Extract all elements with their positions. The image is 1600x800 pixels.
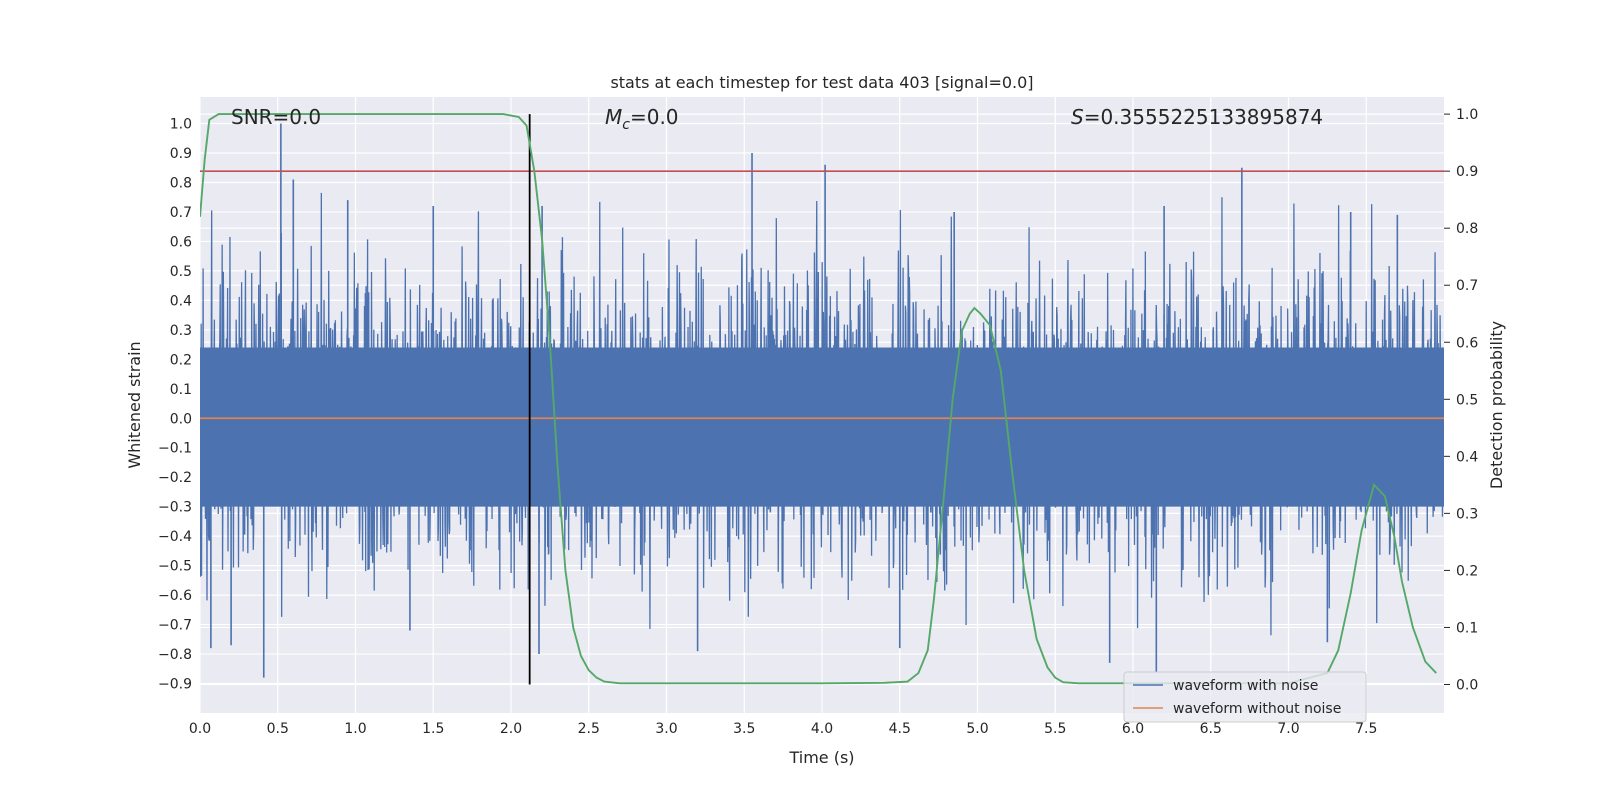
x-tick-label: 6.5 [1200,721,1222,737]
s-symbol: S [1071,105,1084,129]
mc-annotation: Mc=0.0 [605,105,679,133]
y-left-tick-label: −0.6 [158,588,192,604]
y-left-tick-label: 0.9 [170,146,192,162]
legend-label-noise: waveform with noise [1173,678,1318,694]
x-tick-label: 2.0 [500,721,522,737]
y-right-tick-label: 0.1 [1456,620,1478,636]
y-left-tick-label: 0.5 [170,264,192,280]
x-tick-label: 1.0 [344,721,366,737]
chart-title: stats at each timestep for test data 403… [610,73,1033,92]
y-right-tick-label: 0.7 [1456,278,1478,294]
y-left-tick-label: −0.7 [158,618,192,634]
y-left-tick-label: −0.8 [158,647,192,663]
y-right-tick-label: 0.8 [1456,221,1478,237]
x-tick-label: 7.0 [1277,721,1299,737]
y-left-tick-label: 0.4 [170,293,192,309]
y-right-axis-ticks: 0.0 0.1 0.2 0.3 0.4 0.5 0.6 0.7 0.8 0.9 1.0 [1444,107,1478,693]
legend: waveform with noise waveform without noi… [1123,671,1367,723]
y-right-axis-label: Detection probability [1487,321,1506,489]
y-left-tick-label: −0.2 [158,470,192,486]
y-right-tick-label: 0.4 [1456,449,1478,465]
y-left-axis-label: Whitened strain [125,341,144,468]
waveform-dense-band [200,347,1444,507]
x-tick-label: 5.5 [1044,721,1066,737]
y-right-tick-label: 0.3 [1456,506,1478,522]
y-right-tick-label: 0.2 [1456,563,1478,579]
y-left-tick-label: 0.1 [170,382,192,398]
y-right-tick-label: 1.0 [1456,107,1478,123]
x-tick-label: 4.0 [811,721,833,737]
y-right-tick-label: 0.0 [1456,677,1478,693]
mc-value: =0.0 [630,105,679,129]
y-right-tick-label: 0.9 [1456,164,1478,180]
legend-label-clean: waveform without noise [1173,701,1341,717]
y-left-tick-label: 0.6 [170,234,192,250]
legend-box [1123,671,1367,723]
x-tick-label: 0.0 [189,721,211,737]
x-tick-label: 4.5 [889,721,911,737]
x-tick-label: 5.0 [966,721,988,737]
x-axis-label: Time (s) [788,748,854,767]
y-left-tick-label: −0.3 [158,500,192,516]
y-left-tick-label: 1.0 [170,117,192,133]
y-right-tick-label: 0.5 [1456,392,1478,408]
s-value: =0.3555225133895874 [1084,105,1323,129]
y-left-tick-label: 0.7 [170,205,192,221]
y-left-tick-label: 0.3 [170,323,192,339]
x-tick-label: 1.5 [422,721,444,737]
x-axis-ticks: 0.0 0.5 1.0 1.5 2.0 2.5 3.0 3.5 4.0 4.5 5.0 5.5 6.0 6… [189,721,1378,737]
y-left-tick-label: 0.0 [170,411,192,427]
detection-probability-line [200,113,1437,685]
y-left-tick-label: 0.8 [170,175,192,191]
mc-symbol: M [605,105,622,129]
y-right-tick-label: 0.6 [1456,335,1478,351]
y-left-tick-label: −0.5 [158,559,192,575]
series-lines [200,113,1444,685]
mc-subscript: c [622,117,630,133]
x-tick-label: 2.5 [578,721,600,737]
series-waveform-with-noise [200,123,1444,678]
x-tick-label: 3.0 [655,721,677,737]
s-annotation: S=0.3555225133895874 [1071,105,1323,129]
x-tick-label: 6.0 [1122,721,1144,737]
y-left-tick-label: −0.1 [158,441,192,457]
x-tick-label: 3.5 [733,721,755,737]
snr-annotation: SNR=0.0 [231,105,321,129]
x-tick-label: 0.5 [267,721,289,737]
y-left-axis-ticks: −0.9 −0.8 −0.7 −0.6 −0.5 −0.4 −0.3 −0.2 −0.1 0.0 0… [158,117,192,693]
y-left-tick-label: 0.2 [170,352,192,368]
x-tick-label: 7.5 [1355,721,1377,737]
y-left-tick-label: −0.4 [158,529,192,545]
y-left-tick-label: −0.9 [158,677,192,693]
